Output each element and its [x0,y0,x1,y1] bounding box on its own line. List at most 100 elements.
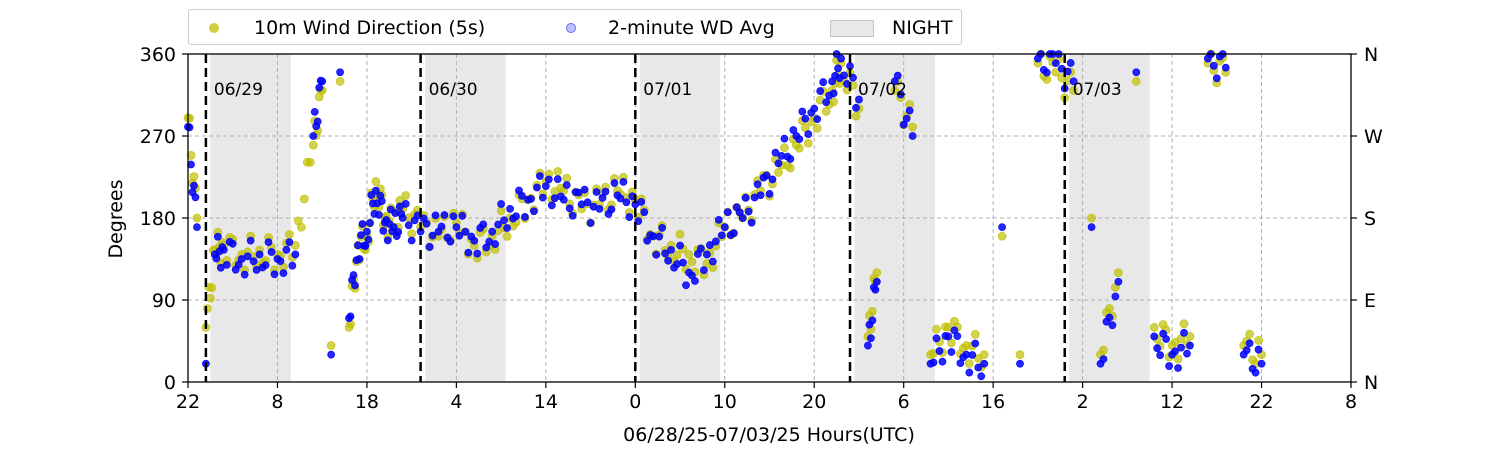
data-point-2min-avg [774,159,783,168]
data-point-2min-avg [640,208,649,217]
data-point-2min-avg [977,372,986,381]
data-point-2min-avg [780,134,789,143]
x-tick-label: 2 [1077,391,1089,413]
data-point-2min-avg [723,208,732,217]
data-point-2min-avg [798,107,807,116]
x-tick-label: 6 [898,391,910,413]
data-point-2min-avg [622,198,631,207]
legend-item-2min-avg: 2-minute WD Avg [566,10,775,46]
data-point-2min-avg [255,250,264,259]
data-point-2min-avg [729,229,738,238]
data-point-2min-avg [741,193,750,202]
data-point-2min-avg [291,250,300,259]
data-point-2min-avg [932,334,941,343]
data-point-2min-avg [449,212,458,221]
legend-night-patch-icon [830,19,874,37]
data-point-wind-direction [496,206,506,216]
data-point-2min-avg [270,270,279,279]
data-point-2min-avg [506,204,514,213]
data-point-2min-avg [458,211,467,220]
data-point-2min-avg [1132,68,1141,77]
data-point-2min-avg [313,117,322,126]
data-point-2min-avg [503,224,511,232]
legend-item-wind-direction: 10m Wind Direction (5s) [209,10,485,46]
data-point-2min-avg [768,175,777,184]
data-point-wind-direction [1131,76,1141,86]
data-point-2min-avg [1183,349,1191,358]
y-axis-left-ticks: 0 90 180 270 360 [140,44,188,394]
data-point-2min-avg [834,64,842,73]
day-label: 07/01 [643,80,692,100]
data-point-2min-avg [464,248,473,257]
y-tick-label-right: E [1364,290,1376,312]
data-point-wind-direction [1254,336,1263,345]
data-point-2min-avg [1242,346,1251,355]
data-point-2min-avg [212,254,221,263]
data-point-2min-avg [753,180,762,189]
data-point-2min-avg [431,211,440,220]
data-point-2min-avg [1156,351,1165,360]
data-point-wind-direction [675,229,685,239]
data-point-2min-avg [756,191,765,200]
data-point-2min-avg [699,266,708,275]
data-point-wind-direction [562,173,572,183]
data-point-wind-direction [326,341,336,350]
data-point-2min-avg [1165,362,1173,370]
night-band [1069,54,1150,382]
data-point-2min-avg [428,231,437,240]
x-tick-label: 20 [802,391,826,413]
data-point-wind-direction [299,194,309,204]
x-axis-label: 06/28/25-07/03/25 Hours(UTC) [623,424,915,446]
data-point-2min-avg [661,249,670,258]
data-point-2min-avg [905,106,914,115]
data-point-wind-direction [970,330,980,339]
data-point-wind-direction [1015,350,1025,360]
data-point-wind-direction [1114,268,1123,278]
data-point-2min-avg [309,132,318,140]
data-point-2min-avg [562,181,571,189]
data-point-wind-direction [780,143,789,153]
y-tick-label-right: W [1364,126,1383,148]
data-point-2min-avg [747,218,756,227]
data-point-wind-direction [202,304,212,313]
data-point-2min-avg [1245,339,1254,348]
data-point-2min-avg [533,183,541,192]
data-point-wind-direction [794,143,804,153]
data-point-2min-avg [327,350,336,359]
data-point-wind-direction [872,268,882,278]
x-tick-label: 10 [713,391,737,413]
data-point-2min-avg [336,68,344,77]
data-point-wind-direction [308,140,318,150]
data-point-2min-avg [586,219,595,227]
data-point-2min-avg [822,98,831,107]
data-point-2min-avg [246,236,255,245]
data-point-wind-direction [687,257,697,267]
data-point-wind-direction [785,163,795,173]
legend-item-night: NIGHT [830,10,952,46]
data-point-2min-avg [530,207,538,216]
day-label: 07/02 [858,80,907,100]
data-point-2min-avg [852,103,860,112]
data-point-2min-avg [1212,74,1221,83]
data-point-2min-avg [243,252,252,261]
data-point-2min-avg [1257,359,1266,368]
data-point-2min-avg [864,341,872,350]
data-point-2min-avg [1099,355,1108,364]
data-point-2min-avg [282,245,291,254]
data-point-2min-avg [795,135,804,144]
data-point-2min-avg [616,194,625,203]
data-point-2min-avg [568,211,577,220]
data-point-wind-direction [803,138,813,148]
y-tick-label-left: 270 [140,126,176,148]
day-labels: 06/29 06/30 07/01 07/02 07/03 [214,80,1122,100]
data-point-2min-avg [1150,332,1159,341]
data-point-2min-avg [1186,341,1194,350]
data-point-2min-avg [816,87,825,95]
data-point-2min-avg [935,347,944,355]
data-point-2min-avg [346,312,355,321]
legend-label-night: NIGHT [892,17,953,39]
data-point-2min-avg [1171,347,1179,356]
data-point-2min-avg [371,186,380,195]
data-point-2min-avg [1180,328,1188,337]
